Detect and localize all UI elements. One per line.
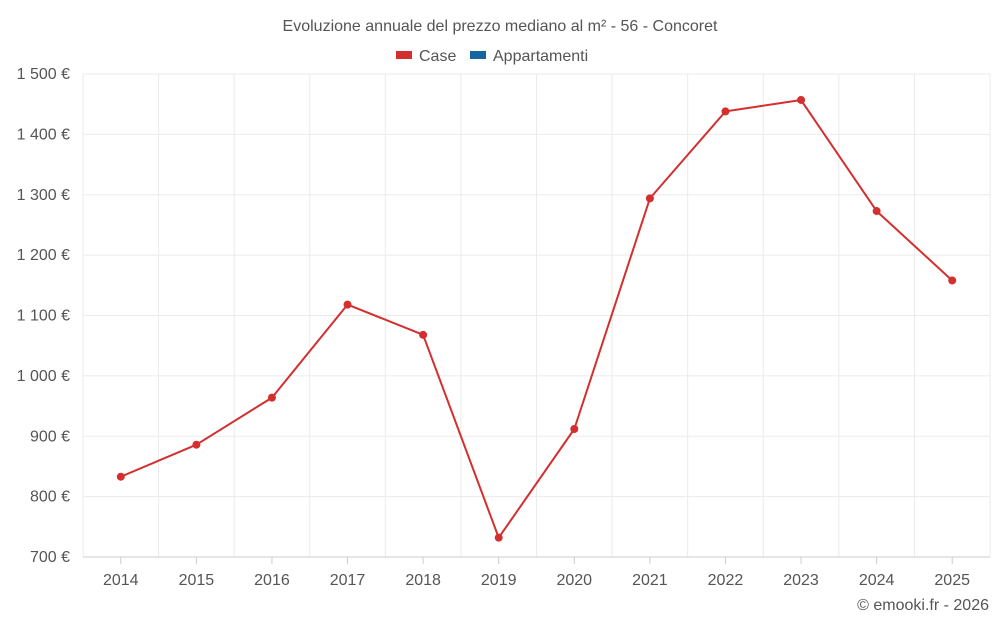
x-tick-label: 2025 xyxy=(934,572,970,589)
y-tick-label: 1 300 € xyxy=(17,187,70,204)
y-tick-label: 1 500 € xyxy=(17,66,70,83)
data-point-case xyxy=(116,472,125,481)
footer-credit: © emooki.fr - 2026 xyxy=(857,597,989,614)
data-point-case xyxy=(192,440,201,449)
x-tick-label: 2019 xyxy=(481,572,517,589)
legend-label-appartamenti: Appartamenti xyxy=(493,48,588,65)
legend-label-case: Case xyxy=(419,48,456,65)
data-point-case xyxy=(419,330,428,339)
data-point-case xyxy=(570,425,579,434)
legend-swatch-appartamenti xyxy=(470,51,486,59)
data-point-case xyxy=(267,393,276,402)
series-line-case xyxy=(120,99,953,539)
legend: Case Appartamenti xyxy=(396,48,588,65)
legend-item-case[interactable]: Case xyxy=(396,48,456,65)
x-tick-label: 2016 xyxy=(254,572,290,589)
x-axis-ticks: 2014 2015 2016 2017 2018 2019 2020 2021 2022 2023… xyxy=(103,557,970,589)
x-tick-label: 2021 xyxy=(632,572,668,589)
x-tick-label: 2022 xyxy=(708,572,744,589)
y-tick-label: 900 € xyxy=(30,428,70,445)
x-tick-label: 2024 xyxy=(859,572,895,589)
grid xyxy=(82,73,991,557)
y-tick-label: 1 400 € xyxy=(17,126,70,143)
x-tick-label: 2020 xyxy=(556,572,592,589)
data-point-case xyxy=(797,95,806,104)
x-tick-label: 2018 xyxy=(405,572,441,589)
series-case xyxy=(116,95,957,542)
y-tick-label: 700 € xyxy=(30,549,70,566)
data-point-case xyxy=(948,276,957,285)
legend-item-appartamenti[interactable]: Appartamenti xyxy=(470,48,588,65)
y-tick-label: 800 € xyxy=(30,489,70,506)
y-tick-label: 1 200 € xyxy=(17,247,70,264)
y-tick-label: 1 100 € xyxy=(17,308,70,325)
data-point-case xyxy=(872,207,881,216)
data-point-case xyxy=(721,107,730,116)
x-tick-label: 2023 xyxy=(783,572,819,589)
data-point-case xyxy=(494,533,503,542)
chart-title: Evoluzione annuale del prezzo mediano al… xyxy=(283,18,718,35)
x-tick-label: 2017 xyxy=(330,572,366,589)
data-point-case xyxy=(343,300,352,309)
x-tick-label: 2014 xyxy=(103,572,139,589)
data-point-case xyxy=(645,194,654,203)
y-axis-ticks: 700 € 800 € 900 € 1 000 € 1 100 € 1 200 € 1 30… xyxy=(17,66,70,566)
legend-swatch-case xyxy=(396,51,412,59)
x-tick-label: 2015 xyxy=(179,572,215,589)
y-tick-label: 1 000 € xyxy=(17,368,70,385)
